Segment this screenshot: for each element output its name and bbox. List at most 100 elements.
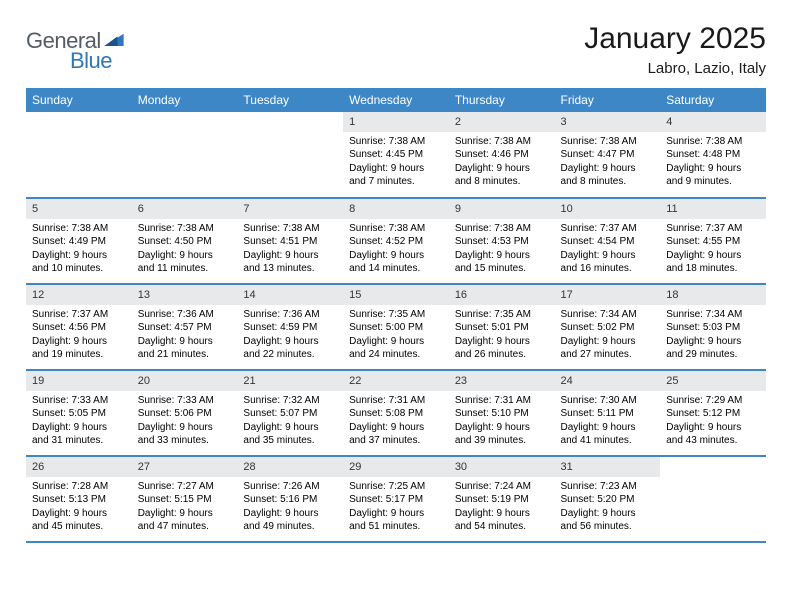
page-title: January 2025	[584, 22, 766, 56]
sunrise-text: Sunrise: 7:27 AM	[138, 480, 232, 494]
sunset-text: Sunset: 5:06 PM	[138, 407, 232, 421]
sunrise-text: Sunrise: 7:38 AM	[349, 222, 443, 236]
day-body: Sunrise: 7:38 AMSunset: 4:47 PMDaylight:…	[555, 132, 661, 193]
day-number: 17	[555, 285, 661, 305]
calendar-cell: 14Sunrise: 7:36 AMSunset: 4:59 PMDayligh…	[237, 284, 343, 370]
sunset-text: Sunset: 5:12 PM	[666, 407, 760, 421]
sunrise-text: Sunrise: 7:37 AM	[32, 308, 126, 322]
day-number: 6	[132, 199, 238, 219]
calendar-cell: 29Sunrise: 7:25 AMSunset: 5:17 PMDayligh…	[343, 456, 449, 542]
day-number: 2	[449, 112, 555, 132]
header: GeneralBlue January 2025 Labro, Lazio, I…	[26, 22, 766, 80]
daylight-text: Daylight: 9 hours and 33 minutes.	[138, 421, 232, 448]
sunset-text: Sunset: 4:53 PM	[455, 235, 549, 249]
col-sunday: Sunday	[26, 88, 132, 112]
sunset-text: Sunset: 4:45 PM	[349, 148, 443, 162]
calendar-week-row: 26Sunrise: 7:28 AMSunset: 5:13 PMDayligh…	[26, 456, 766, 542]
calendar-cell: 3Sunrise: 7:38 AMSunset: 4:47 PMDaylight…	[555, 112, 661, 198]
sunrise-text: Sunrise: 7:38 AM	[666, 135, 760, 149]
daylight-text: Daylight: 9 hours and 24 minutes.	[349, 335, 443, 362]
calendar-cell: 11Sunrise: 7:37 AMSunset: 4:55 PMDayligh…	[660, 198, 766, 284]
day-body: Sunrise: 7:24 AMSunset: 5:19 PMDaylight:…	[449, 477, 555, 538]
calendar-week-row: 1Sunrise: 7:38 AMSunset: 4:45 PMDaylight…	[26, 112, 766, 198]
sunset-text: Sunset: 5:01 PM	[455, 321, 549, 335]
day-body: Sunrise: 7:38 AMSunset: 4:46 PMDaylight:…	[449, 132, 555, 193]
day-number: 24	[555, 371, 661, 391]
logo-text-blue: Blue	[70, 48, 112, 73]
sunset-text: Sunset: 5:00 PM	[349, 321, 443, 335]
calendar-cell: 9Sunrise: 7:38 AMSunset: 4:53 PMDaylight…	[449, 198, 555, 284]
day-number: 31	[555, 457, 661, 477]
sunrise-text: Sunrise: 7:31 AM	[349, 394, 443, 408]
day-body: Sunrise: 7:37 AMSunset: 4:56 PMDaylight:…	[26, 305, 132, 366]
sunset-text: Sunset: 4:57 PM	[138, 321, 232, 335]
sunset-text: Sunset: 5:16 PM	[243, 493, 337, 507]
sunrise-text: Sunrise: 7:33 AM	[138, 394, 232, 408]
day-number: 16	[449, 285, 555, 305]
calendar-cell	[132, 112, 238, 198]
day-body: Sunrise: 7:25 AMSunset: 5:17 PMDaylight:…	[343, 477, 449, 538]
day-body: Sunrise: 7:36 AMSunset: 4:59 PMDaylight:…	[237, 305, 343, 366]
daylight-text: Daylight: 9 hours and 10 minutes.	[32, 249, 126, 276]
daylight-text: Daylight: 9 hours and 8 minutes.	[455, 162, 549, 189]
calendar-cell: 20 Sunrise: 7:33 AMSunset: 5:06 PMDayligh…	[132, 370, 238, 456]
day-number: 28	[237, 457, 343, 477]
calendar-cell: 26Sunrise: 7:28 AMSunset: 5:13 PMDayligh…	[26, 456, 132, 542]
calendar-cell: 27Sunrise: 7:27 AMSunset: 5:15 PMDayligh…	[132, 456, 238, 542]
title-block: January 2025 Labro, Lazio, Italy	[584, 22, 766, 77]
sunrise-text: Sunrise: 7:38 AM	[455, 135, 549, 149]
sunset-text: Sunset: 4:50 PM	[138, 235, 232, 249]
daylight-text: Daylight: 9 hours and 22 minutes.	[243, 335, 337, 362]
day-body: Sunrise: 7:35 AMSunset: 5:00 PMDaylight:…	[343, 305, 449, 366]
daylight-text: Daylight: 9 hours and 8 minutes.	[561, 162, 655, 189]
daylight-text: Daylight: 9 hours and 49 minutes.	[243, 507, 337, 534]
calendar-cell: 22Sunrise: 7:31 AMSunset: 5:08 PMDayligh…	[343, 370, 449, 456]
sunrise-text: Sunrise: 7:30 AM	[561, 394, 655, 408]
day-number: 15	[343, 285, 449, 305]
col-friday: Friday	[555, 88, 661, 112]
sunrise-text: Sunrise: 7:38 AM	[561, 135, 655, 149]
day-number: 9	[449, 199, 555, 219]
sunrise-text: Sunrise: 7:32 AM	[243, 394, 337, 408]
calendar-cell: 24Sunrise: 7:30 AMSunset: 5:11 PMDayligh…	[555, 370, 661, 456]
sunset-text: Sunset: 5:15 PM	[138, 493, 232, 507]
sunrise-text: Sunrise: 7:29 AM	[666, 394, 760, 408]
sunset-text: Sunset: 4:56 PM	[32, 321, 126, 335]
day-number: 5	[26, 199, 132, 219]
sunset-text: Sunset: 5:05 PM	[32, 407, 126, 421]
day-body: Sunrise: 7:29 AMSunset: 5:12 PMDaylight:…	[660, 391, 766, 452]
calendar-cell: 17Sunrise: 7:34 AMSunset: 5:02 PMDayligh…	[555, 284, 661, 370]
day-number: 7	[237, 199, 343, 219]
sunrise-text: Sunrise: 7:36 AM	[138, 308, 232, 322]
day-number: 29	[343, 457, 449, 477]
day-body: Sunrise: 7:33 AMSunset: 5:05 PMDaylight:…	[26, 391, 132, 452]
sunrise-text: Sunrise: 7:25 AM	[349, 480, 443, 494]
sunset-text: Sunset: 4:48 PM	[666, 148, 760, 162]
sunset-text: Sunset: 4:52 PM	[349, 235, 443, 249]
day-number: 21	[237, 371, 343, 391]
day-number: 25	[660, 371, 766, 391]
daylight-text: Daylight: 9 hours and 16 minutes.	[561, 249, 655, 276]
day-body: Sunrise: 7:38 AMSunset: 4:53 PMDaylight:…	[449, 219, 555, 280]
day-body: Sunrise: 7:23 AMSunset: 5:20 PMDaylight:…	[555, 477, 661, 538]
sunrise-text: Sunrise: 7:38 AM	[455, 222, 549, 236]
day-number: 20	[132, 371, 238, 391]
daylight-text: Daylight: 9 hours and 26 minutes.	[455, 335, 549, 362]
col-wednesday: Wednesday	[343, 88, 449, 112]
daylight-text: Daylight: 9 hours and 31 minutes.	[32, 421, 126, 448]
daylight-text: Daylight: 9 hours and 29 minutes.	[666, 335, 760, 362]
sunset-text: Sunset: 5:02 PM	[561, 321, 655, 335]
calendar-cell: 1Sunrise: 7:38 AMSunset: 4:45 PMDaylight…	[343, 112, 449, 198]
sunrise-text: Sunrise: 7:38 AM	[349, 135, 443, 149]
calendar-cell: 16Sunrise: 7:35 AMSunset: 5:01 PMDayligh…	[449, 284, 555, 370]
day-body: Sunrise: 7:31 AMSunset: 5:08 PMDaylight:…	[343, 391, 449, 452]
sunrise-text: Sunrise: 7:26 AM	[243, 480, 337, 494]
sunset-text: Sunset: 5:13 PM	[32, 493, 126, 507]
sunset-text: Sunset: 5:11 PM	[561, 407, 655, 421]
day-body: Sunrise: 7:32 AMSunset: 5:07 PMDaylight:…	[237, 391, 343, 452]
sunrise-text: Sunrise: 7:34 AM	[561, 308, 655, 322]
day-number: 10	[555, 199, 661, 219]
calendar-header-row: Sunday Monday Tuesday Wednesday Thursday…	[26, 88, 766, 112]
daylight-text: Daylight: 9 hours and 11 minutes.	[138, 249, 232, 276]
calendar-table: Sunday Monday Tuesday Wednesday Thursday…	[26, 88, 766, 543]
